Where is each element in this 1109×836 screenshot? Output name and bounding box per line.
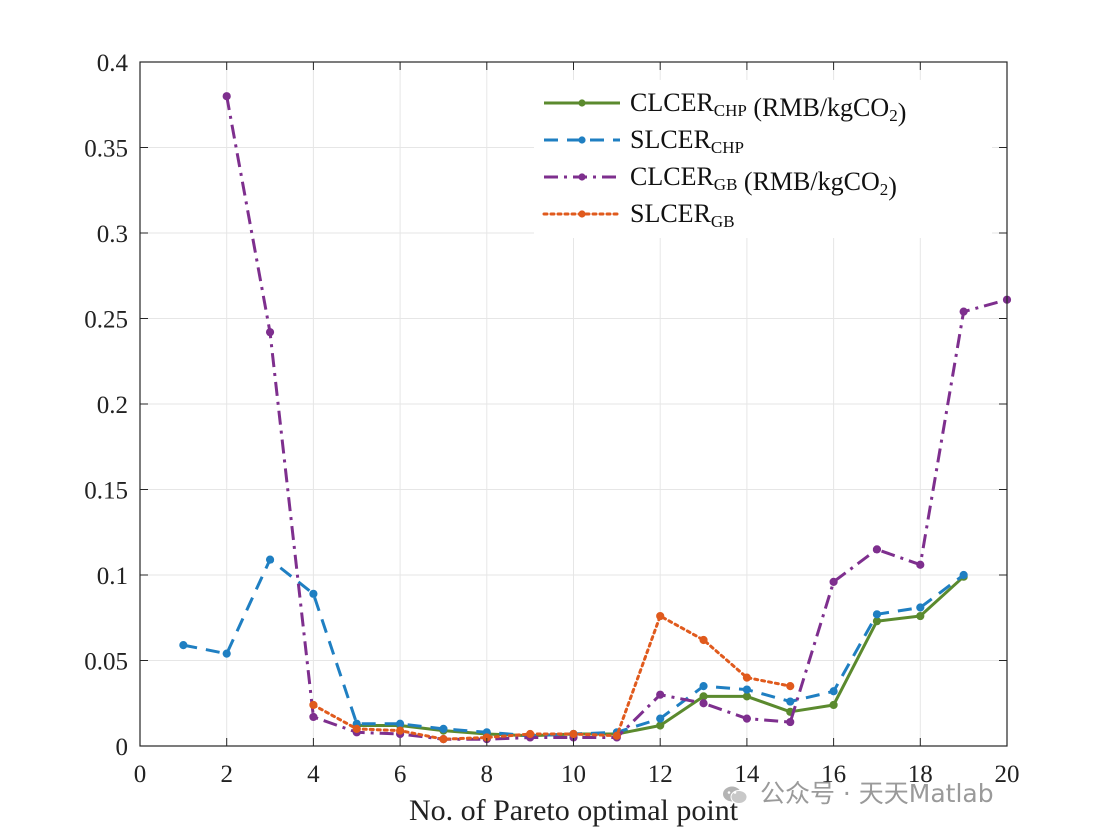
data-point <box>742 692 752 701</box>
legend-label-sub: GB <box>714 175 738 194</box>
data-point <box>742 685 752 694</box>
data-point <box>786 682 795 691</box>
series-3 <box>309 611 795 744</box>
legend-label-sub2: 2 <box>880 180 889 199</box>
x-tick-label: 10 <box>561 761 586 788</box>
data-point <box>352 724 361 734</box>
x-axis-label: No. of Pareto optimal point <box>409 794 739 827</box>
legend-label-sub: CHP <box>711 138 744 157</box>
data-point <box>179 641 188 650</box>
y-tick-label: 0.1 <box>97 563 128 590</box>
x-tick-label: 4 <box>307 761 320 788</box>
legend-label-suffix: (RMB/kgCO <box>747 93 889 122</box>
data-point <box>916 560 925 569</box>
data-point <box>265 328 275 337</box>
data-point <box>656 714 665 723</box>
data-point <box>786 697 795 706</box>
y-tick-label: 0.4 <box>97 50 129 77</box>
legend-swatch-marker <box>578 210 586 218</box>
data-point <box>959 307 968 316</box>
data-point <box>526 729 535 739</box>
legend-label-main: CLCER <box>630 88 714 117</box>
data-point <box>829 700 838 710</box>
legend-swatch-marker <box>578 99 586 107</box>
legend-label-main: CLCER <box>630 162 714 191</box>
legend-entry: SLCERGB <box>630 199 735 231</box>
legend-label-sub: CHP <box>714 101 747 120</box>
legend-entry: CLCERCHP (RMB/kgCO2) <box>630 88 906 127</box>
y-tick-label: 0.3 <box>97 221 128 248</box>
tick-labels: 0 2 4 6 8 10 12 14 16 18 20 0 0.05 0.1 0.15 0.2 0.25 0.3 0… <box>84 50 1019 788</box>
legend-swatch-marker <box>578 173 586 181</box>
series-layer <box>179 92 1012 744</box>
x-tick-label: 18 <box>908 761 933 788</box>
data-point <box>222 649 231 658</box>
data-point <box>656 690 665 699</box>
x-tick-label: 12 <box>648 761 673 788</box>
y-tick-label: 0.2 <box>97 392 128 419</box>
data-point <box>829 577 838 586</box>
y-tick-label: 0.35 <box>84 136 128 163</box>
x-tick-label: 8 <box>481 761 494 788</box>
data-point <box>309 700 318 710</box>
data-point <box>265 555 275 564</box>
y-tick-label: 0 <box>116 734 129 761</box>
data-point <box>872 610 882 619</box>
data-point <box>699 699 708 708</box>
x-tick-label: 16 <box>821 761 846 788</box>
data-point <box>829 687 838 696</box>
data-point <box>916 611 925 621</box>
data-point <box>742 673 752 682</box>
axis-ticks <box>139 61 1008 747</box>
y-tick-label: 0.15 <box>84 478 128 505</box>
data-point <box>309 589 318 598</box>
watermark-text: 公众号 · 天天Matlab <box>759 779 994 808</box>
x-tick-label: 14 <box>734 761 760 788</box>
data-point <box>439 735 448 744</box>
data-point <box>569 729 578 739</box>
data-point <box>872 545 882 554</box>
legend-label-end: ) <box>898 98 907 127</box>
data-point <box>742 714 752 723</box>
data-point <box>612 731 621 740</box>
legend-entry: SLCERCHP <box>630 125 744 157</box>
data-point <box>916 603 925 612</box>
legend-label-suffix: (RMB/kgCO <box>737 167 879 196</box>
data-point <box>439 724 448 734</box>
x-tick-label: 20 <box>995 761 1020 788</box>
x-tick-label: 2 <box>220 761 233 788</box>
x-tick-label: 6 <box>394 761 407 788</box>
legend-label-sub2: 2 <box>889 106 898 125</box>
legend-entry: CLCERGB (RMB/kgCO2) <box>630 162 897 201</box>
legend-label-main: SLCER <box>630 125 712 154</box>
data-point <box>786 717 795 727</box>
data-point <box>959 570 968 580</box>
legend-label-main: SLCER <box>630 199 712 228</box>
data-point <box>656 721 665 730</box>
data-point <box>872 617 882 626</box>
data-point <box>222 92 231 101</box>
series-line <box>311 614 792 741</box>
data-point <box>396 726 405 735</box>
data-point <box>396 719 405 728</box>
legend-swatch-marker <box>578 136 586 144</box>
watermark: 公众号 · 天天Matlab <box>722 774 994 810</box>
data-point <box>309 712 318 722</box>
data-point <box>699 692 708 701</box>
y-tick-label: 0.05 <box>84 649 128 676</box>
legend-box <box>534 80 992 238</box>
x-tick-label: 0 <box>134 761 147 788</box>
data-point <box>656 611 665 621</box>
data-point <box>699 635 708 645</box>
data-point <box>699 682 708 691</box>
wechat-icon <box>722 782 748 804</box>
legend-label-sub: GB <box>711 212 735 231</box>
y-tick-label: 0.25 <box>84 307 128 334</box>
legend-label-end: ) <box>888 172 897 201</box>
